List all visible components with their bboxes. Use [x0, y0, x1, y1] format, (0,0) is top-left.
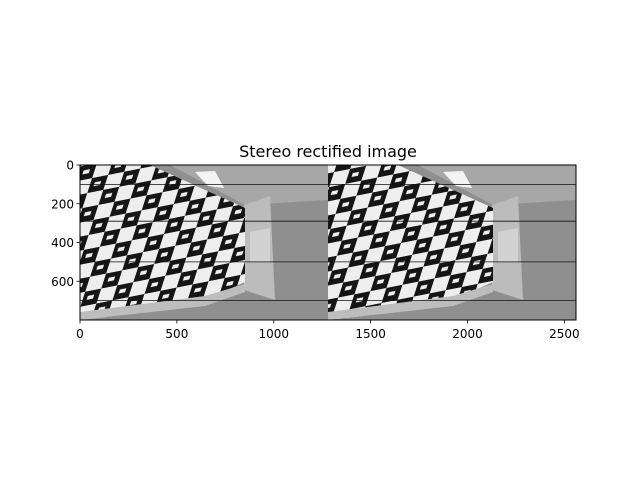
- right-image: [328, 165, 576, 320]
- y-tick-label-0: 0: [66, 159, 74, 173]
- image-area: [80, 165, 576, 320]
- chart-title: Stereo rectified image: [239, 142, 417, 161]
- x-tick-label-1: 500: [165, 327, 188, 341]
- y-tick-label-2: 400: [51, 236, 74, 250]
- x-tick-label-0: 0: [76, 327, 84, 341]
- epipolar-lines: [80, 183, 576, 302]
- left-image: [80, 165, 328, 320]
- x-axis: 0 500 1000 1500 2000 2500: [76, 320, 580, 341]
- y-axis: 0 200 400 600: [51, 159, 80, 289]
- x-tick-label-5: 2500: [549, 327, 580, 341]
- x-tick-label-3: 1500: [355, 327, 386, 341]
- y-tick-label-3: 600: [51, 275, 74, 289]
- x-tick-label-4: 2000: [452, 327, 483, 341]
- y-tick-label-1: 200: [51, 197, 74, 211]
- x-tick-label-2: 1000: [258, 327, 289, 341]
